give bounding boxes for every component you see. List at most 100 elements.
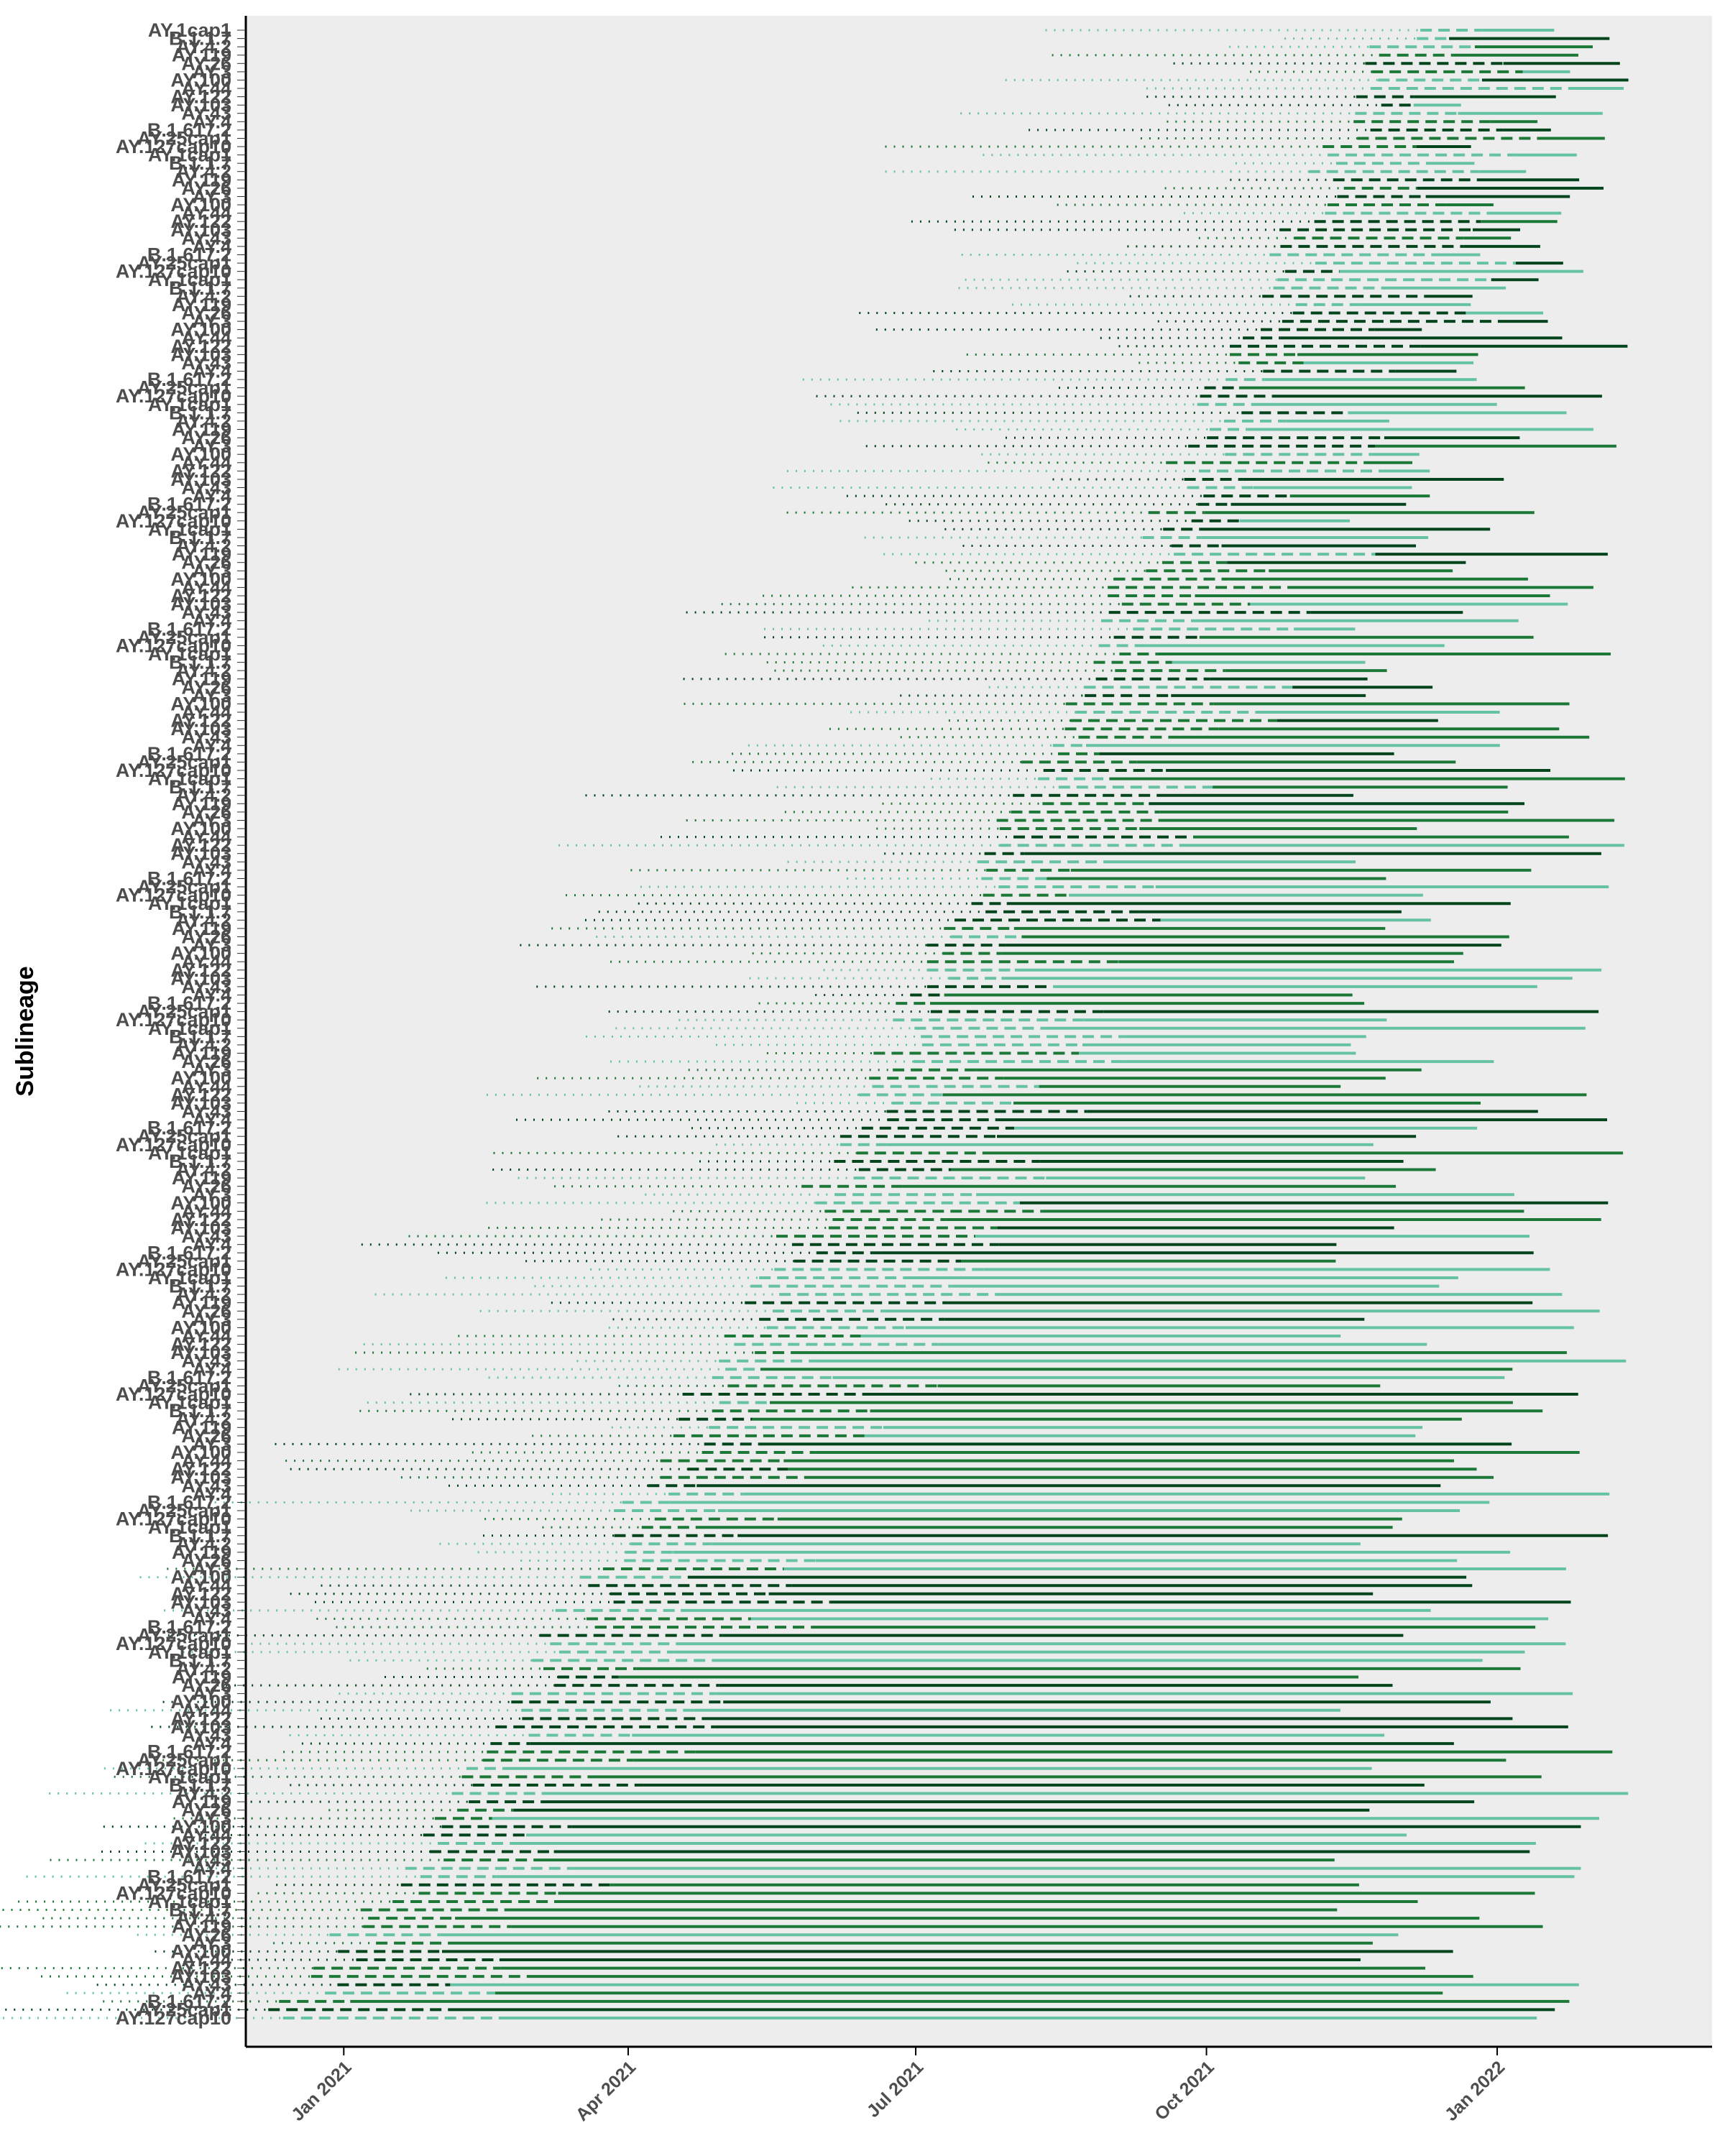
y-tick-label: AY.44 bbox=[181, 452, 231, 474]
sublineage-segments bbox=[0, 29, 1629, 2019]
y-tick-label: AY.122 bbox=[170, 1583, 231, 1605]
y-tick-label: AY.4 bbox=[192, 985, 231, 1006]
y-tick-label: AY.1cap1 bbox=[148, 893, 231, 914]
y-tick-label: AY.4 bbox=[192, 236, 231, 257]
y-tick-label: AY.26 bbox=[181, 926, 231, 948]
y-tick-label: B.1.617.2 bbox=[147, 992, 231, 1014]
y-tick-label: AY.119 bbox=[172, 793, 231, 814]
y-tick-label: AY.119 bbox=[172, 1292, 231, 1314]
y-tick-label: AY.26 bbox=[181, 1176, 231, 1197]
y-tick-label: AY.1cap1 bbox=[148, 1142, 231, 1164]
y-tick-label: AY.122 bbox=[170, 1209, 231, 1230]
y-tick-label: B.1.1.7 bbox=[169, 901, 231, 923]
y-tick-label: B.1.617.2 bbox=[147, 743, 231, 765]
y-tick-label: AY.25cap1 bbox=[137, 751, 231, 773]
y-tick-label: AY.103 bbox=[170, 1591, 231, 1613]
y-tick-label: AY.26 bbox=[181, 1425, 231, 1447]
y-tick-label: AY.100 bbox=[170, 1940, 231, 1962]
y-tick-label: AY.127cap10 bbox=[116, 1758, 231, 1779]
y-tick-label: B.1.1.7 bbox=[169, 1276, 231, 1297]
y-tick-label: AY.44 bbox=[181, 1949, 231, 1971]
y-tick-label: AY.100 bbox=[170, 1816, 231, 1838]
y-tick-label: AY.103 bbox=[170, 344, 231, 365]
y-tick-label: AY.1cap1 bbox=[148, 1891, 231, 1912]
y-tick-label: AY.4.2 bbox=[176, 161, 231, 183]
y-tick-label: AY.127cap10 bbox=[116, 1134, 231, 1156]
y-tick-label: AY.3 bbox=[192, 1558, 231, 1580]
y-tick-label: AY.4 bbox=[192, 610, 231, 632]
y-tick-label: AY.100 bbox=[170, 943, 231, 964]
y-tick-label: AY.122 bbox=[170, 1958, 231, 1979]
y-tick-label: AY.127cap10 bbox=[116, 2007, 231, 2029]
y-tick-label: AY.1cap1 bbox=[148, 1516, 231, 1538]
y-tick-label: AY.3 bbox=[192, 1184, 231, 1205]
y-tick-label: AY.4 bbox=[192, 1858, 231, 1879]
y-tick-label: AY.100 bbox=[170, 693, 231, 714]
y-tick-label: AY.25cap1 bbox=[137, 1625, 231, 1646]
y-tick-label: AY.122 bbox=[170, 336, 231, 357]
y-tick-label: AY.127cap10 bbox=[116, 261, 231, 282]
y-tick-label: B.1.617.2 bbox=[147, 618, 231, 640]
y-tick-label: AY.119 bbox=[172, 1416, 231, 1438]
y-tick-label: AY.26 bbox=[181, 1800, 231, 1821]
y-tick-label: AY.43 bbox=[181, 477, 231, 499]
y-tick-label: AY.103 bbox=[170, 1716, 231, 1738]
y-tick-label: B.1.1.7 bbox=[169, 152, 231, 174]
y-tick-label: AY.122 bbox=[170, 1084, 231, 1105]
y-tick-label: AY.44 bbox=[181, 1824, 231, 1846]
y-tick-label: AY.100 bbox=[170, 194, 231, 216]
y-tick-label: AY.103 bbox=[170, 1841, 231, 1863]
y-tick-label: AY.3 bbox=[192, 186, 231, 208]
y-tick-label: AY.25cap1 bbox=[137, 252, 231, 274]
y-axis-title: Sublineage bbox=[12, 966, 39, 1096]
y-tick-label: B.1.617.2 bbox=[147, 1367, 231, 1388]
y-tick-label: B.1.1.7 bbox=[169, 1649, 231, 1671]
y-tick-label: AY.100 bbox=[170, 1192, 231, 1214]
y-tick-label: AY.1cap1 bbox=[148, 394, 231, 415]
y-tick-label: AY.4 bbox=[192, 1483, 231, 1505]
y-tick-label: AY.103 bbox=[170, 1217, 231, 1239]
y-tick-label: AY.25cap1 bbox=[137, 1250, 231, 1272]
y-tick-label: AY.122 bbox=[170, 834, 231, 856]
y-tick-label: AY.4 bbox=[192, 860, 231, 881]
y-tick-label: AY.100 bbox=[170, 319, 231, 341]
y-tick-label: AY.44 bbox=[181, 203, 231, 224]
y-tick-label: AY.127cap10 bbox=[116, 136, 231, 157]
y-tick-label: AY.3 bbox=[192, 1932, 231, 1954]
y-tick-label: AY.4.2 bbox=[176, 1159, 231, 1181]
y-tick-label: AY.4.2 bbox=[176, 660, 231, 681]
y-tick-label: AY.1cap1 bbox=[148, 1018, 231, 1039]
y-tick-label: B.1.1.7 bbox=[169, 1151, 231, 1172]
y-tick-label: B.1.1.7 bbox=[169, 1525, 231, 1547]
y-tick-label: AY.4.2 bbox=[176, 1284, 231, 1305]
y-tick-label: AY.44 bbox=[181, 1325, 231, 1347]
y-tick-label: AY.26 bbox=[181, 1674, 231, 1696]
y-tick-label: AY.26 bbox=[181, 52, 231, 74]
y-tick-label: AY.4 bbox=[192, 361, 231, 382]
y-tick-label: AY.44 bbox=[181, 951, 231, 972]
y-tick-label: AY.26 bbox=[181, 303, 231, 324]
y-tick-label: AY.119 bbox=[172, 1667, 231, 1688]
y-tick-label: AY.103 bbox=[170, 718, 231, 740]
y-tick-label: AY.4.2 bbox=[176, 36, 231, 57]
y-tick-label: AY.100 bbox=[170, 1567, 231, 1588]
y-tick-label: AY.3 bbox=[192, 436, 231, 457]
y-tick-label: AY.43 bbox=[181, 851, 231, 872]
y-tick-label: AY.25cap1 bbox=[137, 377, 231, 399]
y-tick-label: AY.4 bbox=[192, 1234, 231, 1256]
y-tick-label: AY.122 bbox=[170, 1833, 231, 1854]
y-tick-label: AY.103 bbox=[170, 469, 231, 490]
y-tick-label: AY.119 bbox=[172, 419, 231, 441]
y-tick-label: AY.3 bbox=[192, 61, 231, 83]
y-tick-label: AY.4.2 bbox=[176, 1907, 231, 1929]
y-tick-label: AY.100 bbox=[170, 818, 231, 839]
y-tick-label: AY.119 bbox=[172, 45, 231, 66]
y-tick-label: AY.43 bbox=[181, 727, 231, 748]
y-tick-label: AY.3 bbox=[192, 1309, 231, 1330]
y-tick-label: AY.1cap1 bbox=[148, 269, 231, 290]
y-tick-label: AY.103 bbox=[170, 219, 231, 241]
y-tick-label: AY.119 bbox=[172, 1043, 231, 1064]
y-tick-label: AY.3 bbox=[192, 1059, 231, 1081]
y-tick-label: AY.1cap1 bbox=[148, 768, 231, 790]
